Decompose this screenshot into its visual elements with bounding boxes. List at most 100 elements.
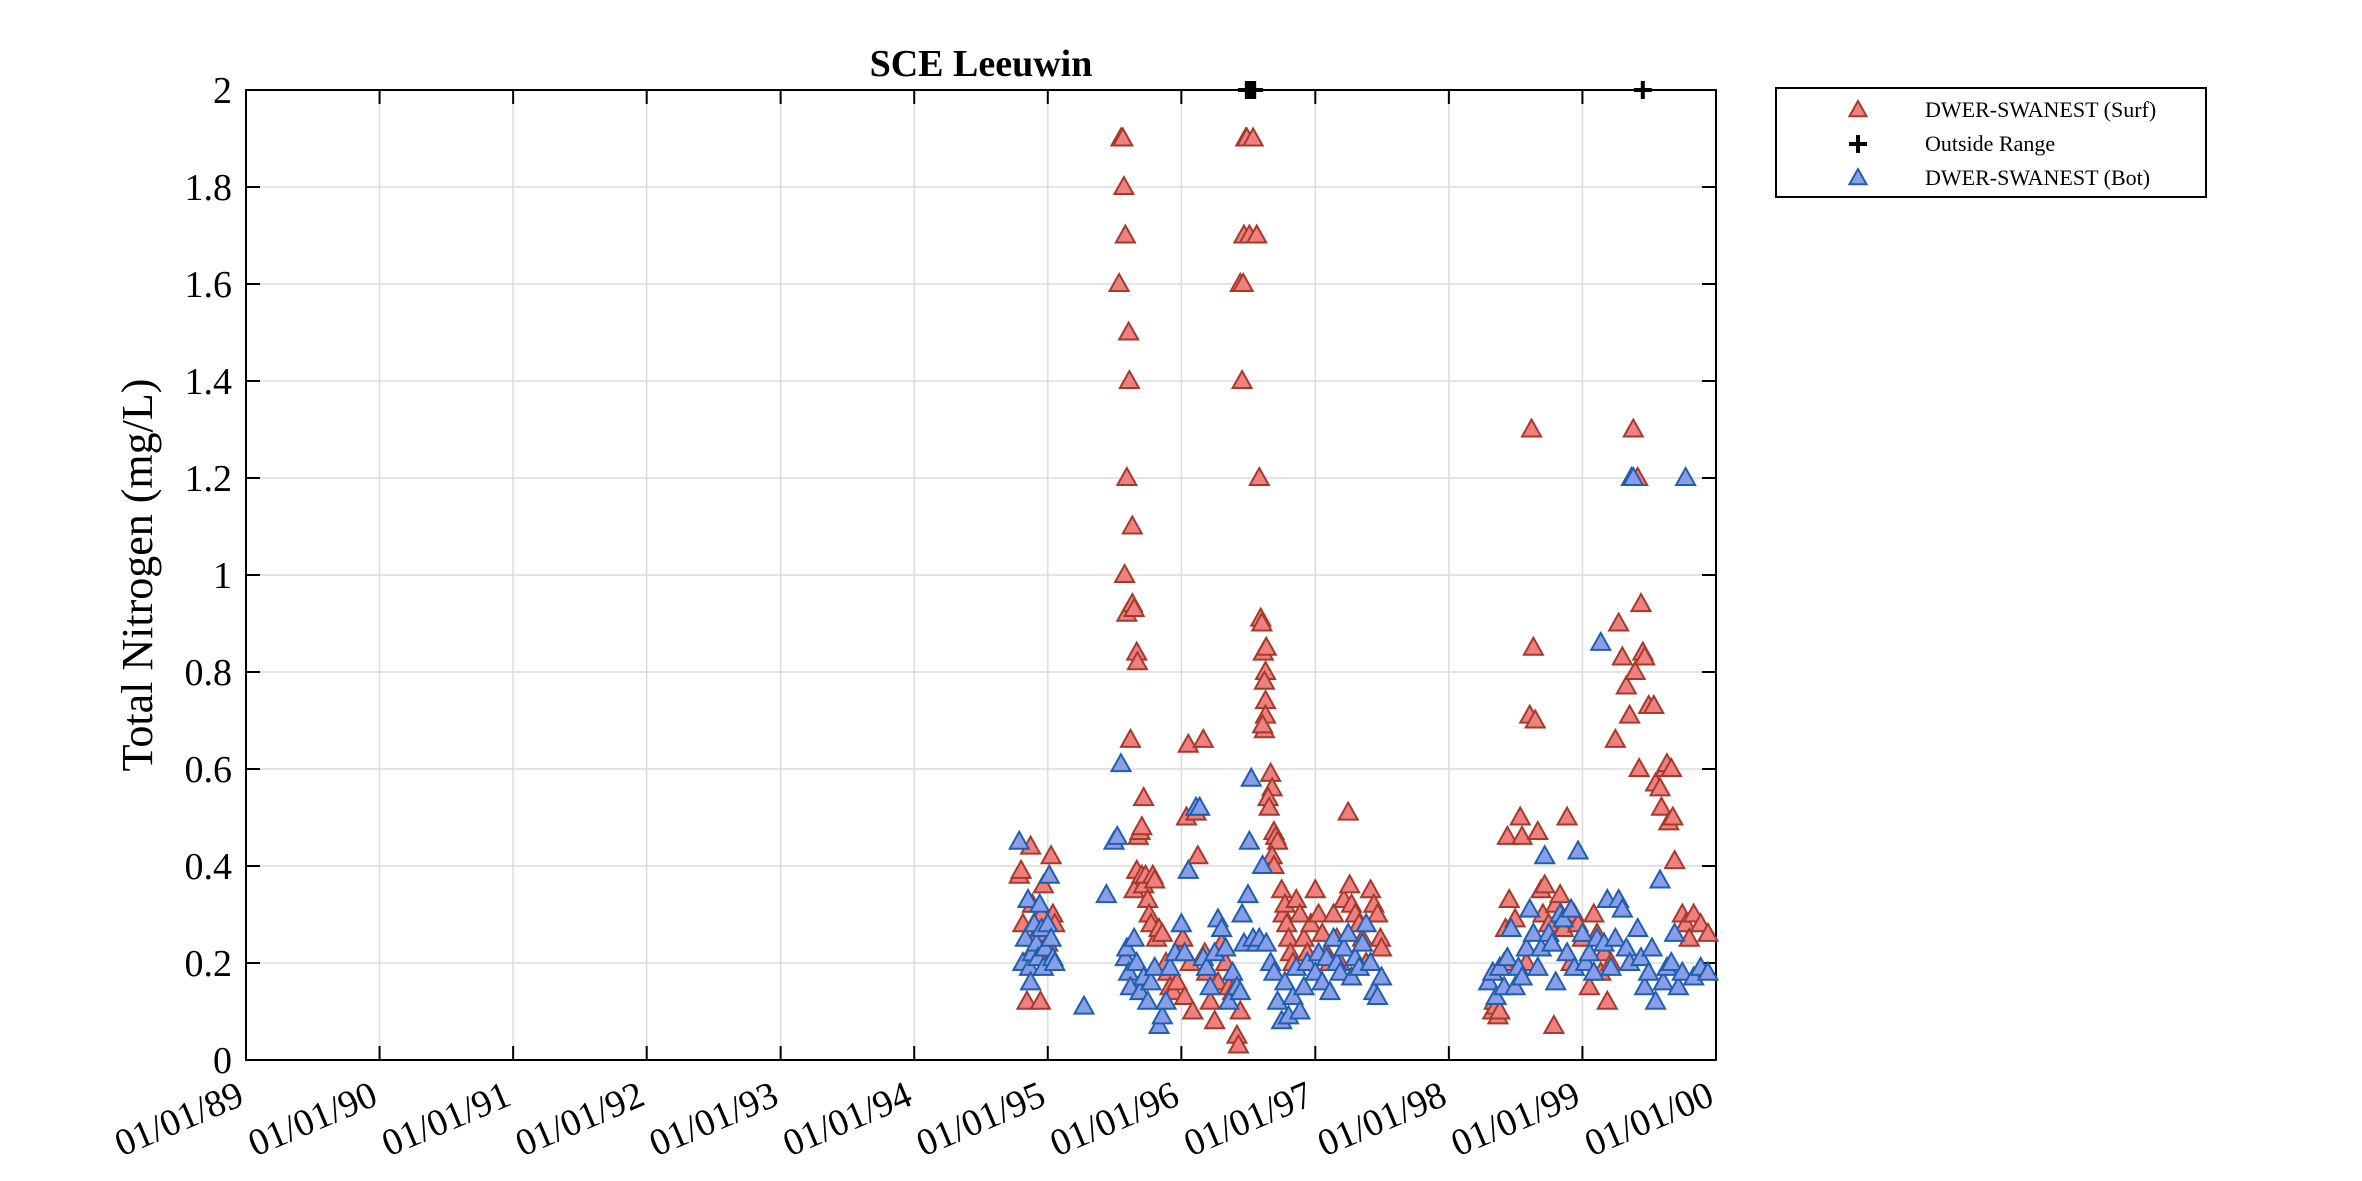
surf-marker bbox=[1627, 756, 1651, 777]
bot-marker bbox=[1604, 926, 1627, 947]
x-tick-label: 01/01/96 bbox=[1044, 1074, 1185, 1165]
bot-marker bbox=[1652, 970, 1675, 991]
x-tick-label: 01/01/97 bbox=[1178, 1074, 1319, 1165]
surf-marker bbox=[1117, 320, 1140, 341]
bot-marker bbox=[1217, 989, 1241, 1010]
bot-marker bbox=[1255, 931, 1278, 952]
surf-marker bbox=[1257, 795, 1281, 816]
surf-marker bbox=[1292, 926, 1316, 947]
bot-marker bbox=[1574, 950, 1597, 971]
surf-marker bbox=[1661, 805, 1685, 826]
bot-marker bbox=[1555, 941, 1579, 962]
bot-marker bbox=[1660, 950, 1683, 971]
bot-marker bbox=[1318, 980, 1342, 1001]
surf-marker bbox=[1119, 727, 1142, 748]
surf-marker bbox=[1199, 989, 1222, 1010]
grid-lines bbox=[245, 89, 1717, 1061]
surf-marker bbox=[1650, 795, 1673, 816]
surf-marker bbox=[1229, 999, 1252, 1020]
y-tick-label: 0.2 bbox=[185, 943, 233, 985]
x-tick-label: 01/01/95 bbox=[911, 1074, 1052, 1165]
y-tick-label: 0.8 bbox=[185, 652, 233, 694]
bot-marker bbox=[1008, 829, 1031, 850]
y-tick-label: 1.8 bbox=[185, 167, 233, 209]
bot-marker bbox=[1043, 950, 1066, 971]
bot-marker bbox=[1671, 960, 1694, 981]
bot-marker bbox=[1195, 955, 1218, 976]
surf-marker bbox=[1533, 873, 1556, 894]
bot-marker bbox=[1332, 936, 1356, 957]
bot-marker bbox=[1571, 921, 1594, 942]
bot-marker bbox=[1328, 960, 1352, 981]
legend: DWER-SWANEST (Surf) Outside Range DWER-S… bbox=[1775, 87, 2207, 198]
outside-range-marker bbox=[1633, 81, 1652, 99]
legend-marker-bot bbox=[1847, 166, 1869, 186]
bot-marker bbox=[1674, 465, 1697, 486]
bot-marker bbox=[1036, 912, 1059, 933]
surf-marker bbox=[1618, 703, 1641, 724]
bot-marker bbox=[1214, 936, 1237, 957]
bot-marker bbox=[1199, 975, 1222, 996]
bot-marker bbox=[1072, 994, 1096, 1015]
surf-marker bbox=[1604, 727, 1627, 748]
bot-marker bbox=[1266, 989, 1289, 1010]
bot-marker bbox=[1540, 931, 1564, 952]
bot-marker bbox=[1296, 950, 1319, 971]
surf-marker bbox=[1227, 1033, 1250, 1054]
bot-marker bbox=[1143, 955, 1166, 976]
surf-marker bbox=[1520, 417, 1543, 438]
bot-marker bbox=[1544, 970, 1567, 991]
bot-marker bbox=[1109, 752, 1133, 773]
bot-marker bbox=[1311, 970, 1334, 991]
legend-item-bot: DWER-SWANEST (Bot) bbox=[1847, 165, 2150, 190]
bot-marker bbox=[1626, 917, 1649, 938]
bot-marker bbox=[1238, 829, 1261, 850]
legend-box bbox=[1775, 87, 2207, 198]
y-tick-label: 1.6 bbox=[185, 264, 233, 306]
bot-marker bbox=[1578, 941, 1601, 962]
surf-marker bbox=[1311, 921, 1334, 942]
surf-marker bbox=[1241, 126, 1265, 147]
surf-marker bbox=[1578, 975, 1601, 996]
surf-marker bbox=[1112, 174, 1136, 195]
bot-marker bbox=[1128, 980, 1152, 1001]
y-tick-label: 1.4 bbox=[185, 361, 233, 403]
bot-marker bbox=[1095, 883, 1118, 904]
y-tick-label: 0 bbox=[213, 1040, 232, 1082]
bot-marker bbox=[1648, 868, 1672, 889]
surf-marker bbox=[1648, 776, 1672, 797]
legend-label-bot: DWER-SWANEST (Bot) bbox=[1925, 165, 2150, 190]
bot-marker bbox=[1288, 999, 1312, 1020]
bot-marker bbox=[1210, 917, 1233, 938]
surf-marker bbox=[1192, 727, 1215, 748]
bot-marker bbox=[1696, 960, 1720, 981]
surf-marker bbox=[1526, 820, 1549, 841]
bot-marker bbox=[1125, 950, 1148, 971]
surf-marker bbox=[1366, 902, 1389, 923]
surf-marker bbox=[1285, 887, 1308, 908]
surf-marker bbox=[1299, 912, 1323, 933]
y-tick-label: 0.4 bbox=[185, 846, 233, 888]
surf-marker bbox=[1151, 921, 1174, 942]
series-1 bbox=[1237, 81, 1652, 99]
chart-title: SCE Leeuwin bbox=[870, 43, 1093, 85]
surf-marker bbox=[1122, 596, 1146, 617]
surf-marker bbox=[1009, 858, 1033, 879]
bot-marker bbox=[1034, 936, 1057, 957]
surf-marker bbox=[1629, 592, 1653, 613]
bot-marker bbox=[1359, 950, 1382, 971]
surf-marker bbox=[1121, 514, 1144, 535]
x-tick-label: 01/01/90 bbox=[242, 1074, 383, 1165]
surf-marker bbox=[1555, 805, 1579, 826]
bot-marker bbox=[1589, 630, 1612, 651]
x-tick-label: 01/01/98 bbox=[1312, 1074, 1453, 1165]
bot-marker bbox=[1552, 907, 1575, 928]
surf-marker bbox=[1524, 708, 1547, 729]
bot-marker bbox=[1016, 887, 1040, 908]
bot-marker bbox=[1503, 975, 1527, 996]
x-tick-label: 01/01/00 bbox=[1579, 1074, 1720, 1165]
legend-marker-outside bbox=[1849, 135, 1867, 153]
surf-marker bbox=[1307, 902, 1330, 923]
surf-marker bbox=[1542, 1014, 1566, 1035]
bot-marker bbox=[1337, 921, 1360, 942]
